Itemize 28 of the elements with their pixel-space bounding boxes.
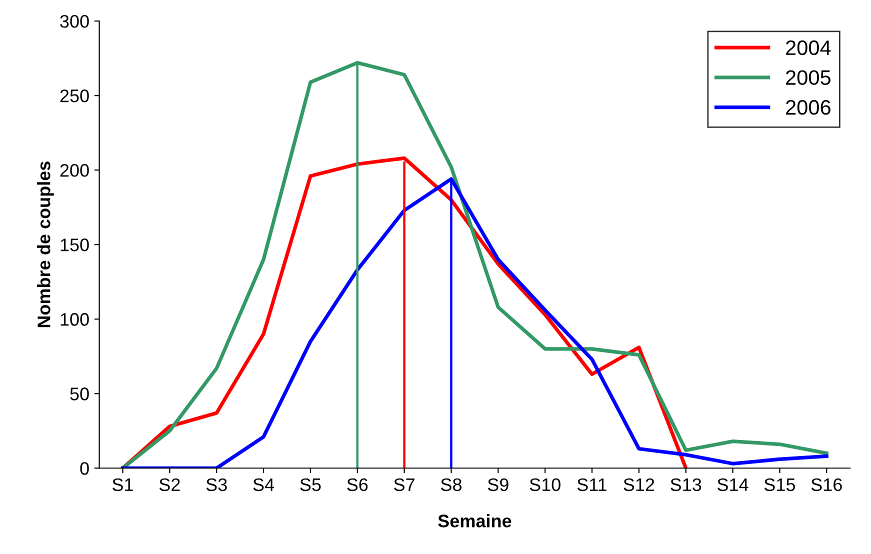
y-tick-label: 150 (60, 238, 89, 252)
x-tick-label: S10 (530, 478, 560, 492)
x-tick-label: S3 (206, 478, 227, 492)
x-tick-label: S16 (811, 478, 842, 492)
y-axis-title: Nombre de couples (37, 162, 54, 328)
y-tick-label: 200 (60, 164, 89, 177)
x-tick-label: S13 (670, 478, 702, 492)
y-tick-label: 250 (60, 90, 89, 102)
x-tick-label: S8 (441, 478, 462, 492)
x-axis-title: Semaine (438, 514, 512, 528)
x-tick-label: S9 (488, 478, 508, 492)
legend-label: 2005 (786, 70, 830, 85)
x-tick-label: S4 (253, 478, 274, 492)
y-tick-label: 50 (70, 388, 89, 400)
x-tick-label: S5 (300, 478, 321, 492)
y-tick-label: 0 (80, 462, 89, 475)
y-tick-label: 100 (60, 313, 89, 326)
legend-label: 2004 (786, 40, 831, 56)
x-tick-label: S1 (112, 478, 133, 492)
x-tick-label: S12 (624, 478, 654, 492)
x-tick-label: S6 (347, 478, 368, 492)
x-tick-label: S15 (764, 478, 796, 492)
legend-label: 2006 (786, 100, 830, 115)
x-tick-label: S7 (394, 478, 414, 492)
y-tick-label: 300 (60, 14, 89, 28)
x-tick-label: S14 (718, 478, 748, 492)
x-tick-label: S2 (159, 478, 180, 492)
x-tick-label: S11 (577, 478, 607, 492)
